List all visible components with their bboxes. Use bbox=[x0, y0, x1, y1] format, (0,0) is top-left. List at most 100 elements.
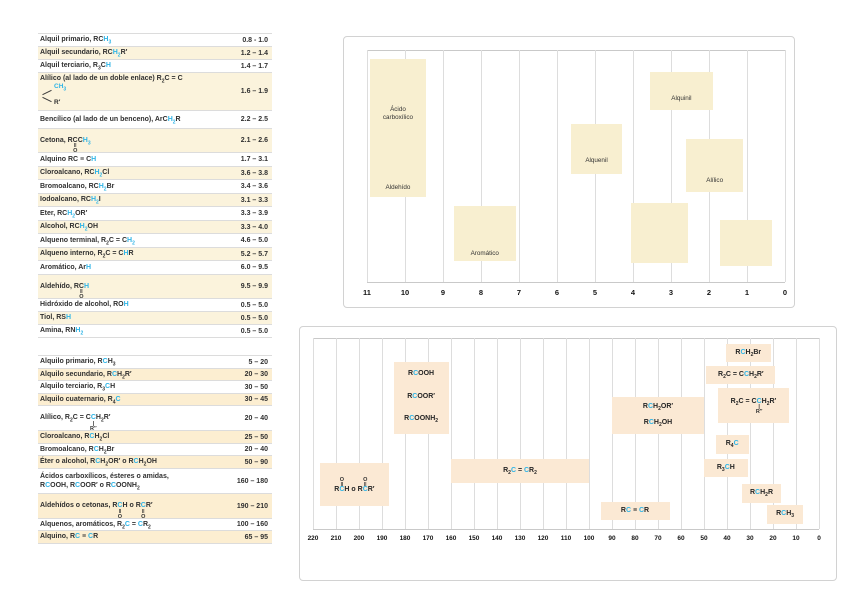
compound-label: Aldehído, RC ‖ O H bbox=[40, 282, 90, 301]
gridline bbox=[497, 338, 498, 529]
gridline bbox=[451, 338, 452, 529]
table-row: Alquino, RC ≡ CR 65 – 95 bbox=[38, 531, 272, 544]
shift-range: 30 – 50 bbox=[244, 383, 268, 391]
shift-range: 1.6 – 1.9 bbox=[240, 88, 268, 95]
range-box-label: Aldehído bbox=[385, 184, 411, 192]
compound-label: Alquilo terciario, R3CH bbox=[40, 383, 116, 393]
shift-range: 6.0 – 9.5 bbox=[240, 264, 268, 271]
compound-label: Alquino RC ≡ CH bbox=[40, 155, 97, 163]
table-row: Alquilo cuaternario, R4C 30 – 45 bbox=[38, 394, 272, 406]
table-row: Bromoalcano, RCH2Br 3.4 – 3.6 bbox=[38, 180, 272, 194]
axis-tick-label: 100 bbox=[583, 535, 595, 542]
axis-tick-label: 4 bbox=[630, 288, 636, 297]
gridline bbox=[819, 338, 820, 529]
axis-tick-label: 220 bbox=[307, 535, 319, 542]
table-row: Alquilo secundario, RCH2R′ 20 – 30 bbox=[38, 369, 272, 381]
shift-range: 3.1 – 3.3 bbox=[240, 196, 268, 204]
shift-range: 5 – 20 bbox=[248, 358, 268, 366]
gridline bbox=[671, 50, 672, 282]
c13-shift-table: Alquilo primario, RCH3 5 – 20 Alquilo secu… bbox=[38, 355, 272, 544]
axis-tick-label: 10 bbox=[400, 288, 410, 297]
compound-label: Iodoalcano, RCH2I bbox=[40, 196, 101, 206]
gridline bbox=[382, 338, 383, 529]
compound-label: Tiol, RSH bbox=[40, 314, 71, 322]
range-box-label: RCH2OH bbox=[643, 418, 673, 429]
compound-label: Hidróxido de alcohol, ROH bbox=[40, 301, 129, 309]
range-box: RC ≡ CR bbox=[600, 502, 670, 521]
axis-tick-label: 9 bbox=[440, 288, 446, 297]
shift-range: 1.7 – 3.1 bbox=[240, 156, 268, 163]
compound-label: Alquil terciario, R3CH bbox=[40, 62, 111, 72]
range-box-label: RC ≡ CR bbox=[620, 506, 650, 514]
shift-range: 50 – 90 bbox=[244, 458, 268, 466]
shift-range: 3.3 – 3.9 bbox=[240, 210, 268, 217]
table-row: Éter o alcohol, RCH2OR′ o RCH2OH 50 – 90 bbox=[38, 456, 272, 469]
compound-label: Amina, RNH2 bbox=[40, 327, 84, 337]
axis-tick-label: 210 bbox=[330, 535, 342, 542]
gridline bbox=[566, 338, 567, 529]
axis-tick-label: 0 bbox=[817, 535, 821, 542]
shift-range: 5.2 – 5.7 bbox=[240, 250, 268, 258]
gridline bbox=[313, 338, 314, 529]
axis-tick-label: 10 bbox=[792, 535, 800, 542]
compound-label: Alqueno terminal, R2C = CH2 bbox=[40, 236, 135, 247]
range-box: R2C = CCH2R′ bbox=[706, 366, 776, 385]
axis-tick-label: 0 bbox=[782, 288, 788, 297]
compound-label: Alcohol, RCH2OH bbox=[40, 223, 99, 233]
table-row: Cloroalcano, RCH2Cl 25 – 50 bbox=[38, 431, 272, 444]
axis-tick-label: 180 bbox=[399, 535, 411, 542]
axis-tick-label: 11 bbox=[363, 288, 371, 297]
axis-tick-label: 170 bbox=[422, 535, 434, 542]
bond-stack: C ‖ O bbox=[72, 136, 78, 155]
gridline bbox=[367, 50, 368, 282]
compound-label: Alílico (al lado de un doble enlace) R2C… bbox=[38, 74, 206, 109]
table-row: Alílico (al lado de un doble enlace) R2C… bbox=[38, 73, 272, 111]
axis-tick-label: 2 bbox=[706, 288, 712, 297]
gridline bbox=[543, 338, 544, 529]
range-box: RCH2Br bbox=[725, 343, 771, 363]
range-box-label: RCOOR′ bbox=[407, 392, 435, 400]
compound-label: Eter, RCH2OR′ bbox=[40, 209, 88, 220]
range-box: Alílico bbox=[686, 139, 744, 192]
axis-tick-label: 150 bbox=[468, 535, 480, 542]
range-box: Ácido carboxílico Aldehído bbox=[370, 59, 426, 198]
gridline bbox=[750, 338, 751, 529]
range-box: RCH2R bbox=[741, 483, 782, 504]
table-row: Alílico, R2C = CC | R″ H2R′ 20 – 40 bbox=[38, 406, 272, 431]
compound-label: Alquil primario, RCH3 bbox=[40, 36, 112, 46]
table-row: Alcohol, RCH2OH 3.3 – 4.0 bbox=[38, 221, 272, 234]
range-box-label: RC O ‖ H o RC O ‖ R′ bbox=[334, 476, 375, 493]
table-row: Alquil secundario, RCH2R′ 1.2 – 1.4 bbox=[38, 47, 272, 60]
range-box-label: R4C bbox=[725, 440, 739, 450]
axis-tick-label: 90 bbox=[608, 535, 616, 542]
table-row: Tiol, RSH 0.5 – 5.0 bbox=[38, 312, 272, 325]
gridline bbox=[519, 50, 520, 282]
compound-label: Aromático, ArH bbox=[40, 263, 92, 271]
axis-tick-label: 70 bbox=[654, 535, 662, 542]
gridline bbox=[785, 50, 786, 282]
compound-label: Alquenos, aromáticos, R2C = CR2 bbox=[40, 520, 151, 531]
gridline bbox=[727, 338, 728, 529]
axis-tick-label: 190 bbox=[376, 535, 388, 542]
axis-tick-label: 130 bbox=[514, 535, 526, 542]
axis-tick-label: 60 bbox=[677, 535, 685, 542]
range-box bbox=[720, 219, 772, 266]
compound-label: Alquil secundario, RCH2R′ bbox=[40, 49, 128, 59]
branch-structure: CH3 R′ bbox=[41, 83, 73, 109]
table-row: Alquil terciario, R3CH 1.4 – 1.7 bbox=[38, 60, 272, 73]
table-row: Alquil primario, RCH3 0.8 - 1.0 bbox=[38, 34, 272, 47]
table-row: Bromoalcano, RCH2Br 20 – 40 bbox=[38, 444, 272, 456]
range-box: R2C = CC | R″ H2R′ bbox=[717, 388, 790, 423]
table-row: Cetona, RC ‖ O CH3 2.1 – 2.6 bbox=[38, 129, 272, 155]
gridline bbox=[520, 338, 521, 529]
bond-stack: C | R″ bbox=[90, 414, 97, 432]
gridline bbox=[557, 50, 558, 282]
shift-range: 1.2 – 1.4 bbox=[240, 49, 268, 57]
shift-range: 4.6 – 5.0 bbox=[240, 237, 268, 244]
gridline bbox=[704, 338, 705, 529]
shift-range: 20 – 40 bbox=[244, 446, 268, 453]
range-box: Alquenil bbox=[571, 124, 622, 174]
compound-label: Éter o alcohol, RCH2OR′ o RCH2OH bbox=[40, 458, 157, 468]
table-row: Alquilo primario, RCH3 5 – 20 bbox=[38, 356, 272, 369]
range-box: RC O ‖ H o RC O ‖ R′ bbox=[319, 462, 389, 507]
